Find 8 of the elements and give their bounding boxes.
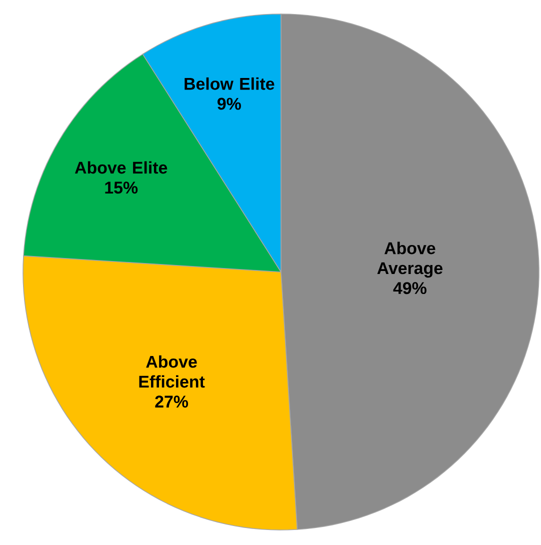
slice-label: Above Efficient — [139, 355, 205, 388]
data-label: 49% — [393, 282, 426, 294]
slice-label: Above Elite — [74, 161, 168, 174]
slice-label: Below Elite — [184, 77, 274, 90]
data-label: 9% — [218, 98, 241, 110]
data-label: 27% — [155, 396, 188, 408]
data-label: 15% — [105, 182, 138, 194]
slice-label: Above Average — [377, 242, 442, 278]
